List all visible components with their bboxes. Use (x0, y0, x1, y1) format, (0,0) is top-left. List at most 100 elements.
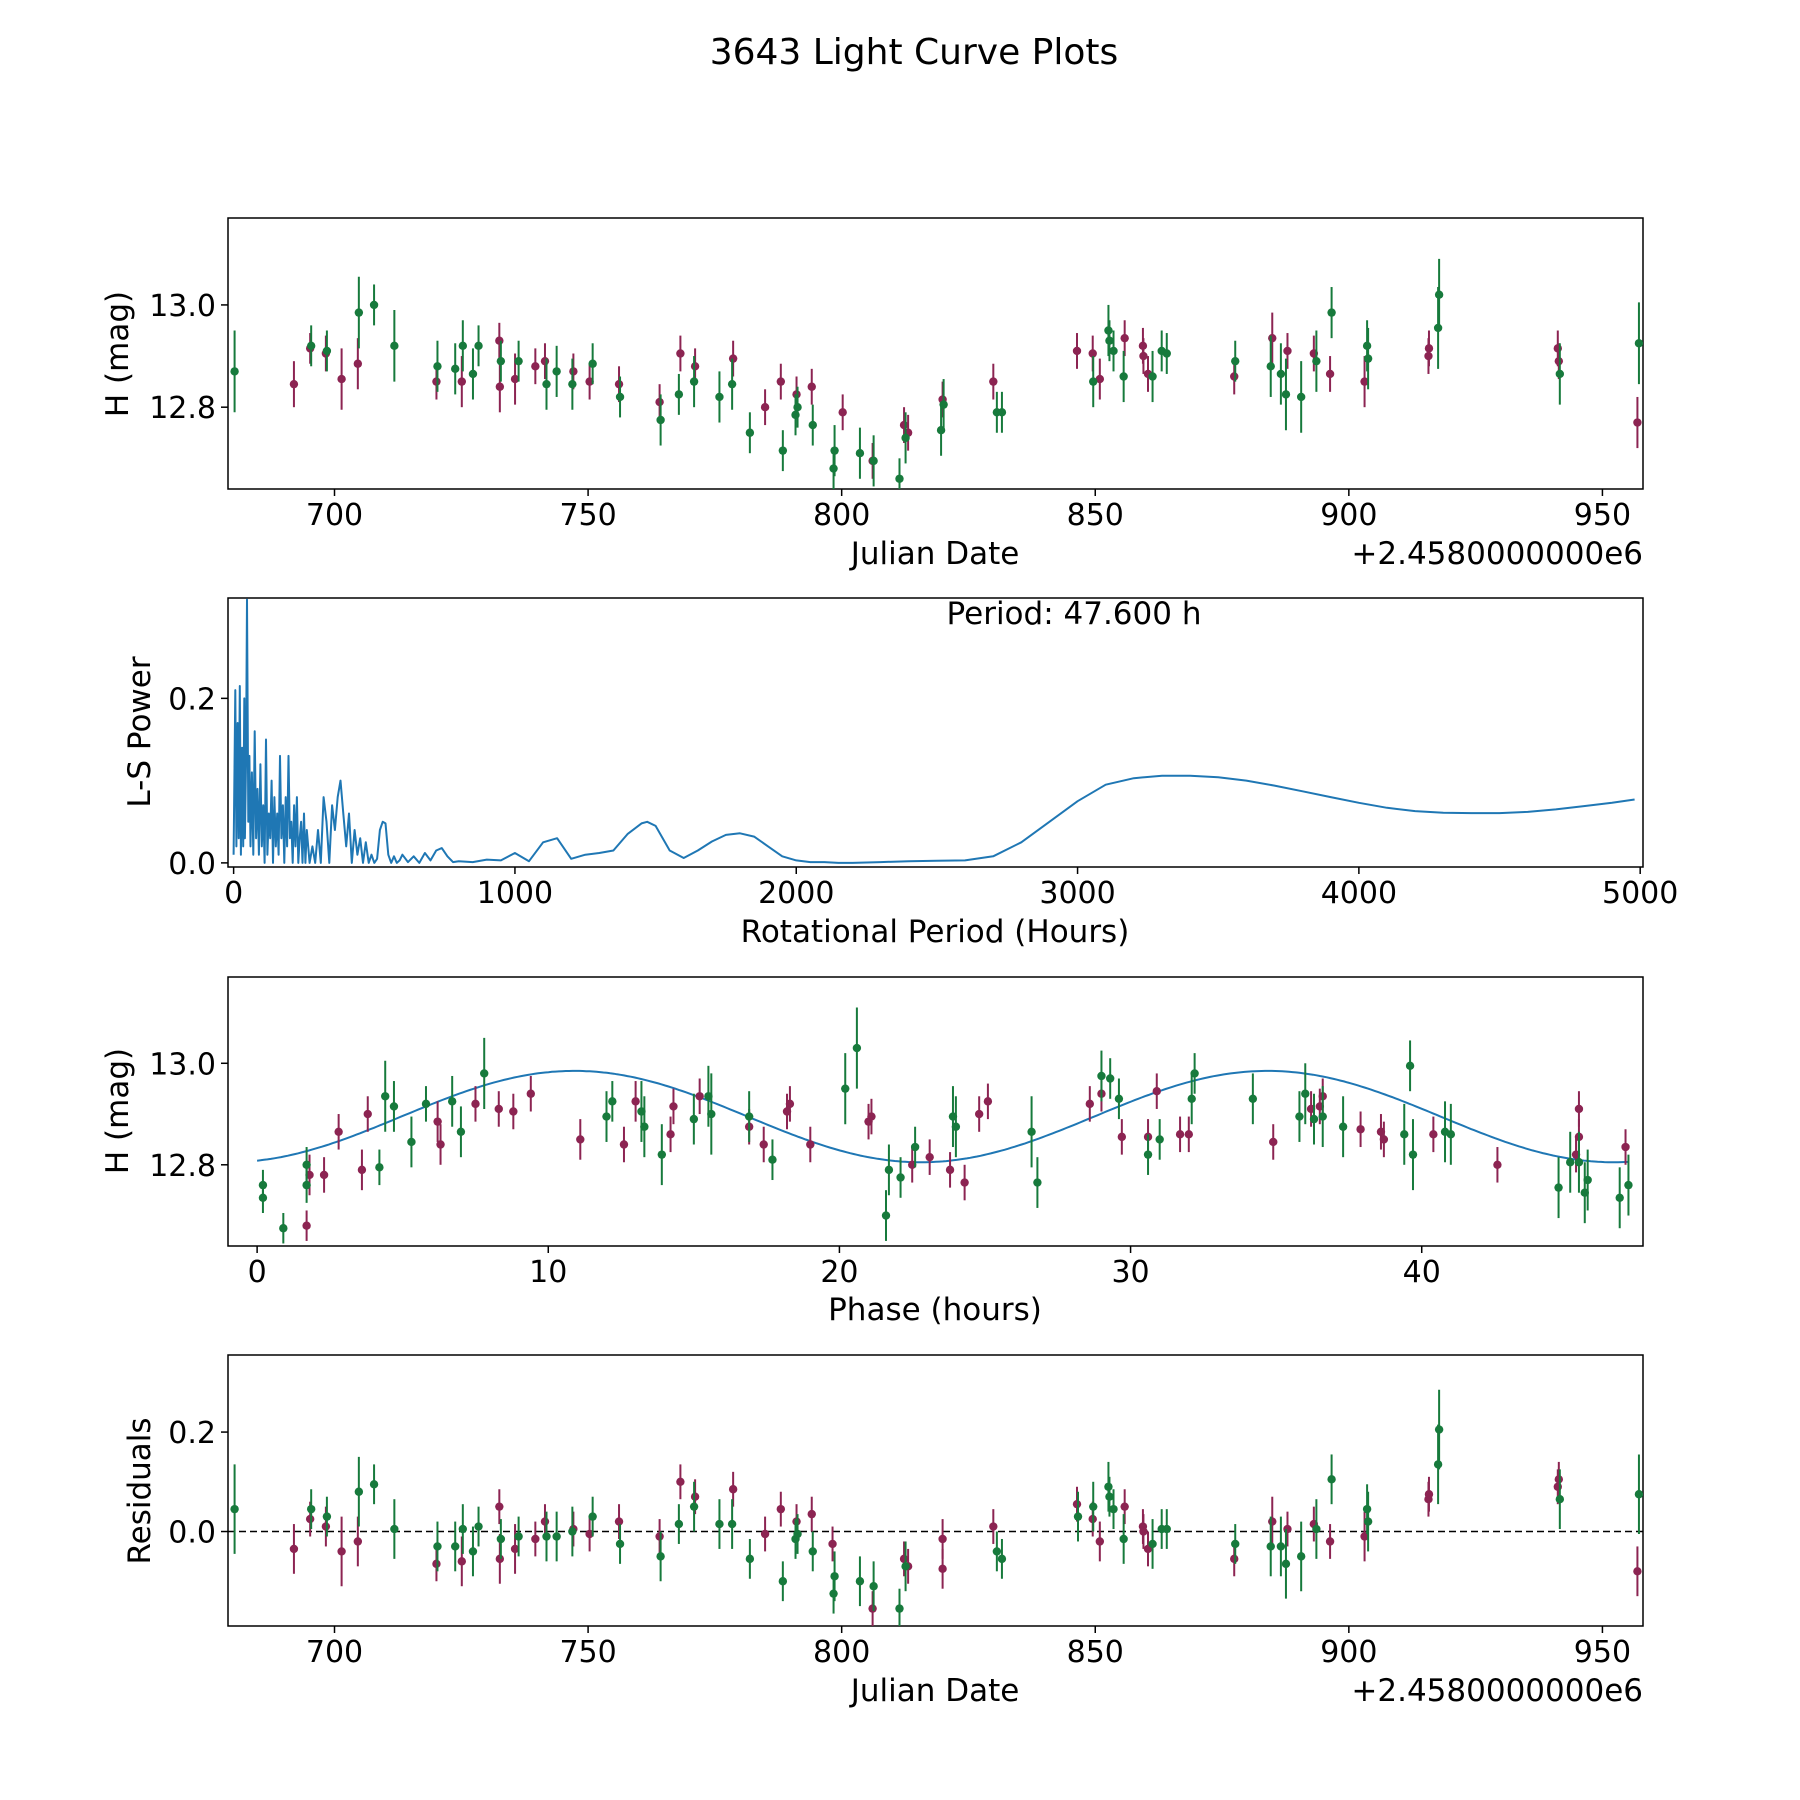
data-point-band_a (353, 1516, 363, 1567)
marker (945, 1165, 955, 1175)
data-point-band_b (1566, 1131, 1575, 1193)
data-point-band_b (829, 1573, 838, 1614)
plot-frame (227, 217, 1644, 490)
data-point-band_a (1184, 1116, 1194, 1153)
marker (1281, 1559, 1291, 1569)
marker (881, 1211, 891, 1220)
data-point-band_b (793, 1514, 802, 1554)
marker (322, 1512, 332, 1521)
marker (552, 367, 561, 376)
marker (608, 1097, 617, 1106)
data-point-band_b (689, 356, 699, 408)
data-point-band_a (1120, 320, 1129, 357)
marker (468, 1547, 478, 1556)
data-point-band_b (302, 1147, 311, 1183)
data-point-band_b (458, 320, 468, 372)
data-point-band_a (457, 356, 467, 408)
marker (689, 1114, 699, 1124)
marker (1152, 1086, 1161, 1096)
data-point-band_b (1162, 1509, 1171, 1549)
marker (353, 359, 363, 368)
marker (1283, 346, 1292, 356)
marker (1175, 1130, 1185, 1139)
marker (1360, 1532, 1369, 1541)
marker (602, 1112, 611, 1121)
marker (375, 1163, 384, 1172)
data-point-band_b (1624, 1154, 1633, 1216)
data-point-band_b (881, 1190, 891, 1241)
marker (1190, 1069, 1199, 1078)
data-point-band_b (855, 1556, 865, 1607)
data-point-band_b (1433, 1424, 1443, 1505)
data-point-band_a (807, 1496, 816, 1532)
marker (1230, 1554, 1239, 1564)
marker (1072, 346, 1082, 356)
data-layer (256, 1007, 1633, 1244)
marker (1119, 1534, 1128, 1544)
data-point-band_b (884, 1144, 894, 1196)
x-tick-label: 40 (1403, 1255, 1441, 1290)
marker (989, 1522, 998, 1531)
marker (542, 1532, 551, 1541)
marker (1268, 333, 1277, 343)
marker (689, 1502, 699, 1511)
marker (1268, 1517, 1277, 1526)
marker (1429, 1130, 1438, 1139)
marker (1027, 1127, 1036, 1137)
data-point-band_b (468, 348, 478, 400)
marker (1119, 372, 1128, 381)
marker (938, 1564, 947, 1574)
y-tick-label: 0.0 (168, 847, 216, 882)
marker (322, 346, 332, 356)
data-point-band_b (496, 1519, 506, 1559)
data-point-band_a (1095, 1521, 1105, 1562)
data-point-band_a (631, 1081, 640, 1122)
data-point-band_b (778, 430, 788, 472)
marker (829, 1589, 838, 1598)
marker (474, 1522, 483, 1531)
data-point-band_b (1362, 320, 1372, 372)
data-point-band_a (945, 1152, 955, 1188)
data-point-band_b (322, 1496, 332, 1537)
marker (321, 1522, 331, 1531)
marker (1325, 1537, 1335, 1546)
data-point-band_b (1434, 1389, 1444, 1470)
marker (289, 379, 299, 389)
marker (715, 1519, 724, 1529)
marker (494, 1104, 503, 1114)
data-point-band_a (619, 1126, 629, 1163)
marker (369, 1480, 379, 1489)
data-point-band_a (1268, 312, 1277, 364)
data-point-band_b (433, 340, 442, 392)
marker (456, 1127, 466, 1137)
marker (1162, 1524, 1171, 1534)
data-point-band_b (1027, 1096, 1036, 1168)
data-point-band_b (542, 1511, 551, 1562)
data-point-band_b (1231, 1524, 1240, 1564)
marker (457, 1557, 467, 1566)
marker (830, 446, 839, 455)
data-point-band_b (1155, 1119, 1164, 1160)
marker (895, 1604, 904, 1613)
data-point-band_b (841, 1053, 850, 1125)
data-point-band_a (1379, 1121, 1389, 1158)
data-point-band_a (357, 1149, 367, 1191)
data-point-band_b (997, 1538, 1007, 1579)
x-tick-label: 800 (813, 498, 870, 533)
marker (458, 341, 468, 351)
marker (451, 364, 460, 374)
data-point-band_b (1312, 330, 1321, 392)
marker (867, 1112, 876, 1121)
marker (656, 415, 665, 425)
marker (407, 1137, 416, 1147)
data-point-band_b (369, 1464, 379, 1505)
marker (1574, 1158, 1584, 1167)
x-tick-label: 900 (1320, 498, 1377, 533)
data-point-band_b (1318, 1086, 1327, 1148)
plot-frame (227, 976, 1644, 1247)
marker (1433, 1460, 1443, 1469)
data-point-band_b (588, 343, 597, 385)
marker (1434, 1425, 1444, 1434)
marker (983, 1097, 993, 1106)
marker (1162, 349, 1171, 358)
